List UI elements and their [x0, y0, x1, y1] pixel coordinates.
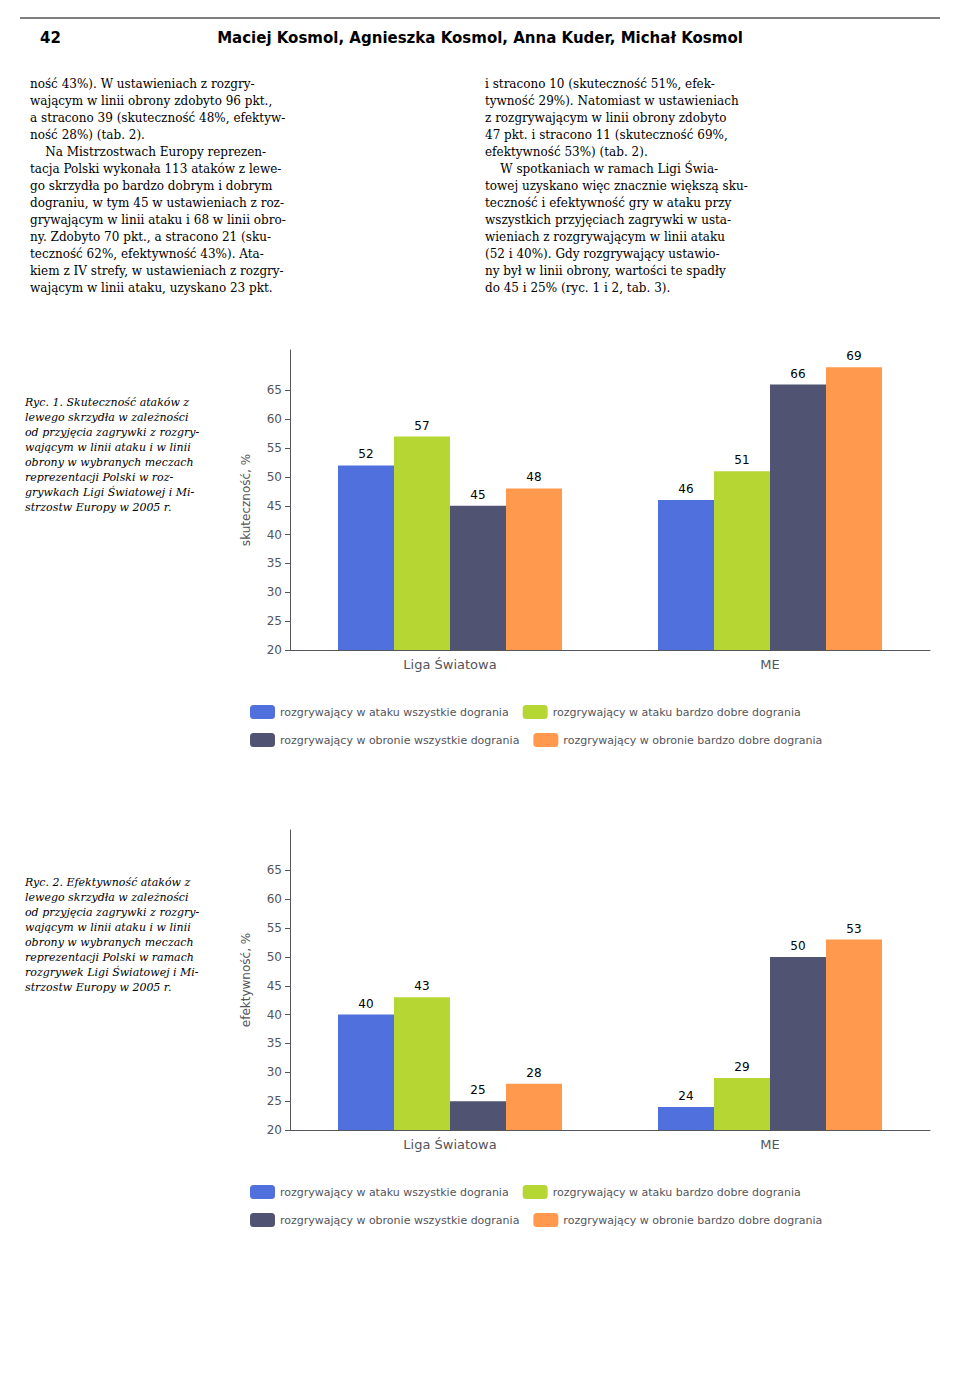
svg-text:kiem z IV strefy, w ustawienia: kiem z IV strefy, w ustawieniach z rozgr… [30, 264, 284, 278]
svg-text:Ryc. 2. Efektywność ataków z: Ryc. 2. Efektywność ataków z [24, 876, 191, 889]
svg-text:a stracono 39 (skuteczność 48%: a stracono 39 (skuteczność 48%, efektyw- [30, 111, 285, 125]
svg-text:ność 28%) (tab. 2).: ność 28%) (tab. 2). [30, 128, 145, 142]
svg-text:rozgrywający w obronie bardzo: rozgrywający w obronie bardzo dobre dogr… [563, 1214, 822, 1227]
svg-text:51: 51 [734, 453, 749, 467]
svg-text:dograniu, w tym 45 w ustawieni: dograniu, w tym 45 w ustawieniach z roz- [30, 196, 284, 210]
svg-text:strzostw Europy w 2005 r.: strzostw Europy w 2005 r. [25, 981, 171, 994]
svg-text:50: 50 [267, 470, 282, 484]
svg-text:rozgrywający w ataku wszystkie: rozgrywający w ataku wszystkie dogrania [280, 1186, 509, 1199]
svg-text:do 45 i 25% (ryc. 1 i 2, tab.: do 45 i 25% (ryc. 1 i 2, tab. 3). [485, 281, 670, 295]
svg-text:Maciej Kosmol, Agnieszka Kosmo: Maciej Kosmol, Agnieszka Kosmol, Anna Ku… [217, 29, 743, 47]
svg-text:ność 43%). W ustawieniach z ro: ność 43%). W ustawieniach z rozgry- [30, 77, 255, 91]
svg-text:ME: ME [760, 657, 779, 672]
svg-text:wającym w linii obrony zdobyto: wającym w linii obrony zdobyto 96 pkt., [30, 94, 272, 108]
svg-text:Na Mistrzostwach Europy reprez: Na Mistrzostwach Europy reprezen- [30, 145, 266, 159]
svg-text:W spotkaniach w ramach Ligi Św: W spotkaniach w ramach Ligi Świa- [485, 160, 718, 176]
svg-text:35: 35 [267, 556, 282, 570]
svg-text:teczność i efektywność gry w a: teczność i efektywność gry w ataku przy [485, 196, 731, 210]
svg-text:reprezentacji Polski w roz-: reprezentacji Polski w roz- [25, 471, 174, 484]
svg-text:30: 30 [267, 1065, 282, 1079]
svg-text:47 pkt. i stracono 11 (skutecz: 47 pkt. i stracono 11 (skuteczność 69%, [485, 128, 728, 142]
svg-text:69: 69 [846, 349, 861, 363]
svg-text:tywność 29%). Natomiast w usta: tywność 29%). Natomiast w ustawieniach [485, 94, 739, 108]
svg-text:46: 46 [678, 482, 693, 496]
svg-text:wającym w linii ataku i w lini: wającym w linii ataku i w linii [25, 921, 191, 934]
svg-text:skuteczność, %: skuteczność, % [239, 454, 253, 546]
svg-text:40: 40 [267, 1008, 282, 1022]
svg-text:60: 60 [267, 412, 282, 426]
svg-text:28: 28 [526, 1066, 541, 1080]
svg-text:lewego skrzydła w zależności: lewego skrzydła w zależności [25, 411, 188, 424]
svg-text:rozgrywek Ligi Światowej i Mi-: rozgrywek Ligi Światowej i Mi- [25, 965, 199, 979]
svg-text:grywkach Ligi Światowej i Mi-: grywkach Ligi Światowej i Mi- [25, 485, 194, 499]
svg-text:wającym w linii ataku i w lini: wającym w linii ataku i w linii [25, 441, 191, 454]
svg-text:rozgrywający w ataku bardzo do: rozgrywający w ataku bardzo dobre dogran… [553, 706, 801, 719]
svg-text:20: 20 [267, 643, 282, 657]
svg-text:48: 48 [526, 470, 541, 484]
svg-text:(52 i 40%). Gdy rozgrywający u: (52 i 40%). Gdy rozgrywający ustawio- [485, 247, 720, 261]
svg-text:20: 20 [267, 1123, 282, 1137]
svg-text:teczność 62%, efektywność 43%): teczność 62%, efektywność 43%). Ata- [30, 247, 264, 261]
svg-text:55: 55 [267, 441, 282, 455]
svg-text:grywającym w linii ataku i 68: grywającym w linii ataku i 68 w linii ob… [30, 213, 286, 227]
svg-text:52: 52 [358, 447, 373, 461]
svg-text:40: 40 [267, 528, 282, 542]
svg-text:29: 29 [734, 1060, 749, 1074]
svg-text:od przyjęcia zagrywki z rozgry: od przyjęcia zagrywki z rozgry- [25, 906, 200, 919]
svg-text:rozgrywający w obronie wszystk: rozgrywający w obronie wszystkie dograni… [280, 1214, 519, 1227]
svg-text:rozgrywający w obronie wszystk: rozgrywający w obronie wszystkie dograni… [280, 734, 519, 747]
svg-text:i stracono 10 (skuteczność 51%: i stracono 10 (skuteczność 51%, efek- [485, 77, 715, 91]
svg-text:z rozgrywającym w linii obrony: z rozgrywającym w linii obrony zdobyto [485, 111, 727, 125]
svg-text:25: 25 [470, 1083, 485, 1097]
svg-text:42: 42 [40, 29, 61, 47]
svg-text:wającym w linii ataku, uzyskan: wającym w linii ataku, uzyskano 23 pkt. [30, 281, 273, 295]
svg-text:53: 53 [846, 922, 861, 936]
svg-text:35: 35 [267, 1036, 282, 1050]
svg-text:25: 25 [267, 614, 282, 628]
svg-text:Liga Światowa: Liga Światowa [403, 657, 496, 672]
svg-text:tacja Polski wykonała 113 atak: tacja Polski wykonała 113 ataków z lewe- [30, 162, 281, 176]
svg-text:rozgrywający w ataku bardzo do: rozgrywający w ataku bardzo dobre dogran… [553, 1186, 801, 1199]
svg-text:wszystkich przyjęciach zagrywk: wszystkich przyjęciach zagrywki w usta- [485, 213, 731, 227]
svg-text:od przyjęcia zagrywki z rozgry: od przyjęcia zagrywki z rozgry- [25, 426, 200, 439]
svg-text:65: 65 [267, 863, 282, 877]
svg-text:ME: ME [760, 1137, 779, 1152]
svg-text:24: 24 [678, 1089, 693, 1103]
svg-text:wieniach z rozgrywającym w lin: wieniach z rozgrywającym w linii ataku [485, 230, 725, 244]
svg-text:go skrzydła po bardzo dobrym i: go skrzydła po bardzo dobrym i dobrym [30, 179, 273, 193]
svg-text:obrony w wybranych meczach: obrony w wybranych meczach [25, 936, 193, 949]
svg-text:57: 57 [414, 419, 429, 433]
svg-text:43: 43 [414, 979, 429, 993]
svg-text:obrony w wybranych meczach: obrony w wybranych meczach [25, 456, 193, 469]
svg-text:55: 55 [267, 921, 282, 935]
svg-text:40: 40 [358, 997, 373, 1011]
svg-text:50: 50 [267, 950, 282, 964]
svg-text:ny. Zdobyto 70 pkt., a stracon: ny. Zdobyto 70 pkt., a stracono 21 (sku- [30, 230, 271, 244]
svg-text:45: 45 [470, 488, 485, 502]
svg-text:50: 50 [790, 939, 805, 953]
svg-text:strzostw Europy w 2005 r.: strzostw Europy w 2005 r. [25, 501, 171, 514]
svg-text:25: 25 [267, 1094, 282, 1108]
svg-text:60: 60 [267, 892, 282, 906]
svg-text:efektywność 53%) (tab. 2).: efektywność 53%) (tab. 2). [485, 145, 648, 159]
svg-text:rozgrywający w ataku wszystkie: rozgrywający w ataku wszystkie dogrania [280, 706, 509, 719]
svg-text:65: 65 [267, 383, 282, 397]
svg-text:Ryc. 1. Skuteczność ataków z: Ryc. 1. Skuteczność ataków z [24, 396, 189, 409]
svg-text:rozgrywający w obronie bardzo: rozgrywający w obronie bardzo dobre dogr… [563, 734, 822, 747]
svg-text:45: 45 [267, 499, 282, 513]
svg-text:lewego skrzydła w zależności: lewego skrzydła w zależności [25, 891, 188, 904]
svg-text:ny był w linii obrony, wartośc: ny był w linii obrony, wartości te spadł… [485, 264, 726, 278]
svg-text:reprezentacji Polski w ramach: reprezentacji Polski w ramach [25, 951, 194, 964]
svg-text:efektywność, %: efektywność, % [239, 933, 253, 1027]
svg-text:towej uzyskano więc znacznie w: towej uzyskano więc znacznie większą sku… [485, 179, 748, 193]
svg-text:45: 45 [267, 979, 282, 993]
svg-text:Liga Światowa: Liga Światowa [403, 1137, 496, 1152]
svg-text:30: 30 [267, 585, 282, 599]
svg-text:66: 66 [790, 367, 805, 381]
